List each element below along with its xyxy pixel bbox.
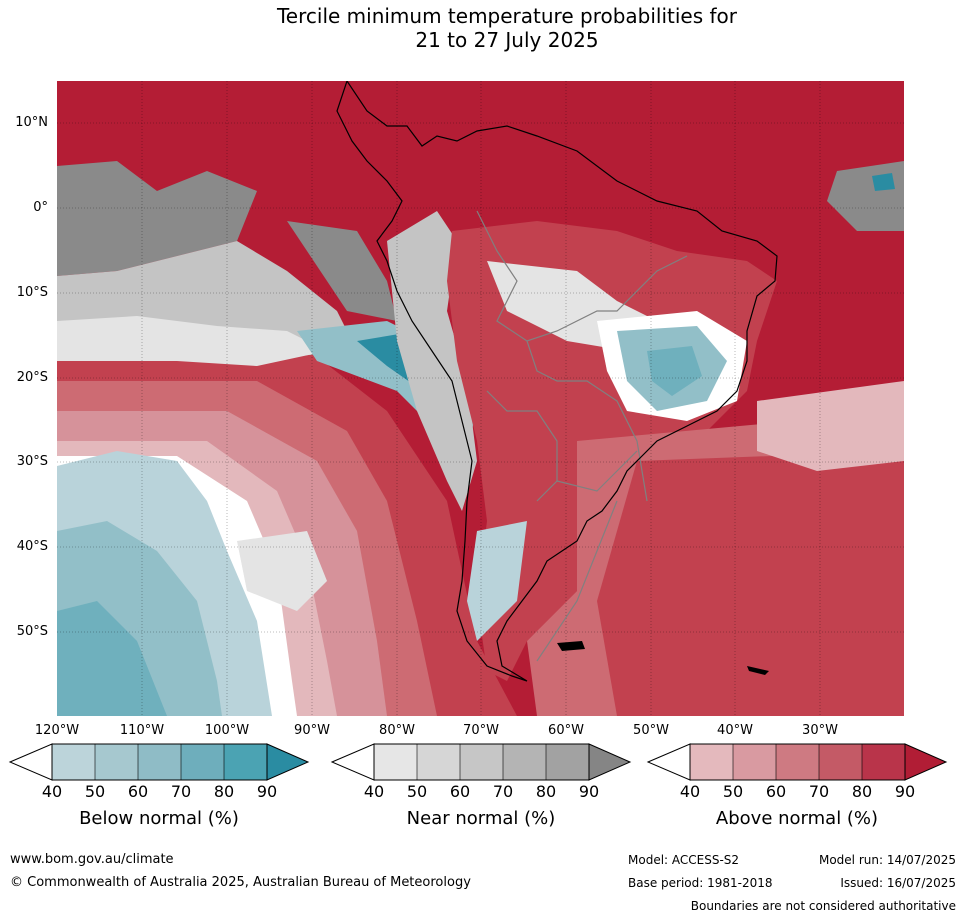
colorbar-above-max-arrow (904, 743, 948, 781)
issued-date: Issued: 16/07/2025 (840, 876, 956, 890)
region-brazil-below-70 (647, 346, 702, 396)
colorbar-near-max-arrow (588, 743, 632, 781)
colorbar-near-tick: 70 (492, 782, 514, 801)
region-near-50-eq (57, 316, 327, 366)
region-atlantic-above-50 (757, 381, 904, 471)
lon-label-120w: 120°W (34, 723, 80, 738)
lon-label-50w: 50°W (633, 723, 669, 738)
colorbar-below-swatch-3 (138, 744, 181, 780)
graticule (57, 81, 904, 716)
colorbar-near-tick: 60 (449, 782, 471, 801)
lat-label-20s: 20°S (16, 370, 48, 385)
colorbar-below-swatch-2 (95, 744, 138, 780)
lat-label-40s: 40°S (16, 539, 48, 554)
map-title: Tercile minimum temperature probabilitie… (0, 4, 965, 52)
colorbar-below-swatch-1 (52, 744, 95, 780)
colorbar-below-max-arrow (266, 743, 310, 781)
region-patagonia-below (467, 521, 527, 641)
colorbar-above-tick: 90 (894, 782, 916, 801)
colorbar-below-tick: 50 (84, 782, 106, 801)
colorbar-below-tick: 40 (41, 782, 63, 801)
region-atlantic-above-80 (597, 451, 904, 716)
title-line-1: Tercile minimum temperature probabilitie… (276, 4, 738, 28)
colorbar-above-swatch-1 (690, 744, 733, 780)
lon-label-100w: 100°W (204, 723, 250, 738)
copyright-text: © Commonwealth of Australia 2025, Austra… (10, 875, 471, 890)
colorbar-above-tick: 80 (851, 782, 873, 801)
lon-label-70w: 70°W (463, 723, 499, 738)
colorbar-near-tick: 90 (578, 782, 600, 801)
colorbar-near-tick: 40 (363, 782, 385, 801)
title-line-2: 21 to 27 July 2025 (415, 28, 599, 52)
colorbar-above-tick: 60 (765, 782, 787, 801)
colorbar-near-min-arrow (330, 743, 375, 781)
model-run-date: Model run: 14/07/2025 (818, 853, 956, 867)
model-name: Model: ACCESS-S2 (628, 853, 740, 867)
colorbar-above-title: Above normal (%) (715, 808, 879, 829)
colorbar-below-min-arrow (8, 743, 53, 781)
region-below-70-sw (57, 601, 167, 716)
colorbar-below-swatch-5 (224, 744, 267, 780)
lon-label-80w: 80°W (379, 723, 415, 738)
colorbar-below-tick: 80 (213, 782, 235, 801)
probability-map (57, 81, 904, 716)
colorbar-near-tick: 80 (535, 782, 557, 801)
lat-label-30s: 30°S (16, 454, 48, 469)
colorbar-near-title: Near normal (%) (406, 808, 556, 829)
lat-label-0: 0° (33, 200, 48, 215)
colorbar-above-tick: 50 (722, 782, 744, 801)
coastline (336, 81, 778, 682)
colorbar-below-tick: 90 (256, 782, 278, 801)
lon-label-60w: 60°W (548, 723, 584, 738)
region-near-60-coast (387, 211, 477, 511)
colorbar-near-swatch-4 (503, 744, 546, 780)
colorbar-below (8, 743, 310, 781)
lat-label-10n: 10°N (15, 115, 48, 130)
colorbar-above-tick: 40 (679, 782, 701, 801)
colorbar-near-swatch-1 (374, 744, 417, 780)
base-period: Base period: 1981-2018 (628, 876, 773, 890)
colorbar-near-tick: 50 (406, 782, 428, 801)
lon-label-90w: 90°W (294, 723, 330, 738)
lon-label-30w: 30°W (802, 723, 838, 738)
region-near-90-galapagos (287, 221, 397, 321)
falkland-islands (557, 641, 585, 651)
lon-label-110w: 110°W (119, 723, 165, 738)
colorbar-below-swatch-4 (181, 744, 224, 780)
colorbar-below-title: Below normal (%) (79, 808, 239, 829)
boundary-disclaimer: Boundaries are not considered authoritat… (690, 899, 956, 913)
website-link[interactable]: www.bom.gov.au/climate (10, 852, 174, 867)
region-near-90-eq (57, 161, 257, 276)
lat-label-10s: 10°S (16, 285, 48, 300)
colorbar-near (330, 743, 632, 781)
colorbar-near-swatch-3 (460, 744, 503, 780)
south-georgia (747, 666, 769, 675)
colorbar-below-tick: 70 (170, 782, 192, 801)
colorbar-above (646, 743, 948, 781)
colorbar-above-swatch-4 (819, 744, 862, 780)
lon-label-40w: 40°W (717, 723, 753, 738)
colorbar-above-swatch-2 (733, 744, 776, 780)
colorbar-above-swatch-3 (776, 744, 819, 780)
region-below-90-ne (872, 173, 895, 191)
country-borders (476, 210, 688, 662)
colorbar-near-swatch-5 (546, 744, 589, 780)
colorbar-above-tick: 70 (808, 782, 830, 801)
colorbar-above-swatch-5 (862, 744, 905, 780)
lat-label-50s: 50°S (16, 624, 48, 639)
colorbar-near-swatch-2 (417, 744, 460, 780)
colorbar-above-min-arrow (646, 743, 691, 781)
colorbar-below-tick: 60 (127, 782, 149, 801)
map-canvas (57, 81, 904, 716)
region-near-50-sw (237, 531, 327, 611)
